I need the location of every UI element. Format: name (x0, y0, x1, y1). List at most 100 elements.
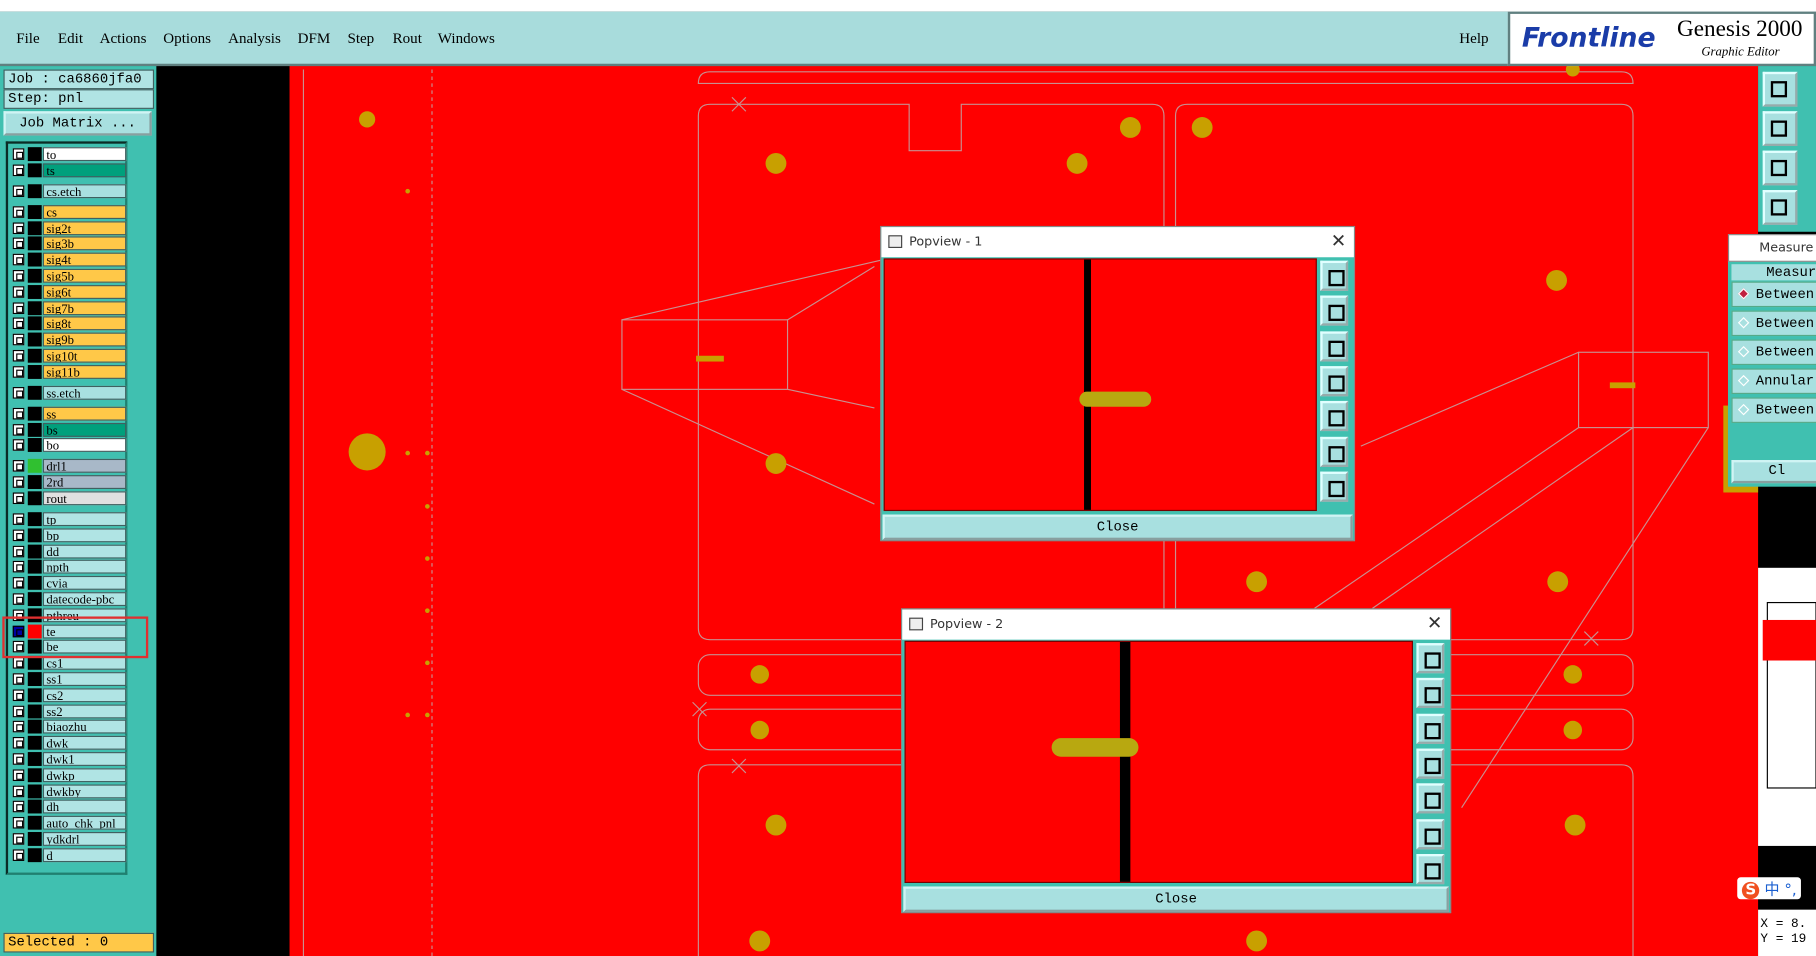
layer-name[interactable]: ydkdrl (42, 832, 127, 846)
layer-row[interactable]: datecode-pbc (8, 592, 127, 607)
layer-row[interactable]: cs.etch (8, 184, 127, 198)
layer-checkbox[interactable] (12, 721, 25, 733)
layer-row[interactable]: ss (8, 406, 127, 421)
layer-name[interactable]: dd (42, 544, 127, 559)
layer-checkbox[interactable] (12, 253, 25, 266)
layer-name[interactable]: sig2t (42, 220, 127, 235)
measure-option[interactable]: Between (1731, 310, 1816, 337)
layer-checkbox[interactable] (12, 439, 25, 452)
layer-name[interactable]: auto_chk_pnl (42, 816, 127, 830)
layer-checkbox[interactable] (12, 222, 25, 234)
layer-name[interactable]: ts (42, 163, 127, 178)
layer-name[interactable]: datecode-pbc (42, 592, 127, 607)
measure-option[interactable]: Annular (1731, 368, 1816, 394)
menu-item[interactable]: Rout (392, 28, 422, 47)
layer-row[interactable]: biaozhu (8, 720, 127, 734)
popview-tool[interactable] (1416, 713, 1445, 744)
layer-name[interactable]: sig4t (42, 252, 127, 267)
layer-name[interactable]: ss.etch (42, 385, 127, 400)
layer-row[interactable]: sig9b (8, 332, 127, 347)
layer-name[interactable]: be (42, 640, 127, 655)
layer-row[interactable]: sig5b (8, 268, 127, 283)
popview-tool[interactable] (1320, 295, 1349, 326)
layer-row[interactable]: be (8, 640, 127, 655)
layer-name[interactable]: te (42, 624, 127, 639)
tool-button[interactable] (1762, 150, 1798, 186)
layer-name[interactable]: d (42, 847, 127, 862)
layer-row[interactable]: dh (8, 800, 127, 814)
menu-item[interactable]: Windows (437, 28, 495, 47)
layer-row[interactable]: dwkp (8, 768, 127, 782)
layer-name[interactable]: sig11b (42, 364, 127, 379)
popview-close[interactable]: Close (903, 886, 1449, 912)
layer-row[interactable]: drl1 (8, 459, 127, 474)
layer-name[interactable]: rout (42, 491, 127, 506)
layer-row[interactable]: ydkdrl (8, 832, 127, 846)
layer-row[interactable]: auto_chk_pnl (8, 816, 127, 830)
layer-name[interactable]: sig9b (42, 332, 127, 347)
layer-row[interactable]: npth (8, 560, 127, 575)
popview-tool[interactable] (1320, 401, 1349, 432)
layer-checkbox[interactable] (12, 529, 25, 541)
layer-row[interactable]: rout (8, 491, 127, 506)
layer-name[interactable]: ss (42, 406, 127, 421)
layer-checkbox[interactable] (12, 641, 25, 653)
popview-tool[interactable] (1320, 436, 1349, 467)
job-matrix-button[interactable]: Job Matrix ... (3, 111, 152, 136)
layer-row[interactable]: ss2 (8, 704, 127, 718)
measure-option[interactable]: Between (1731, 281, 1816, 308)
layer-checkbox[interactable] (12, 705, 25, 717)
layer-name[interactable]: sig7b (42, 300, 127, 315)
layer-row[interactable]: tp (8, 512, 127, 527)
measure-option[interactable]: Between (1731, 397, 1816, 423)
layer-row[interactable]: dwk (8, 736, 127, 750)
layer-checkbox[interactable] (12, 801, 25, 813)
layer-name[interactable]: dwkby (42, 784, 127, 798)
menu-item[interactable]: Analysis (228, 28, 281, 47)
layer-row[interactable]: bo (8, 438, 127, 453)
popview-tool[interactable] (1416, 643, 1445, 674)
tool-button[interactable] (1762, 111, 1798, 147)
popview-tool[interactable] (1320, 471, 1349, 502)
popview-x[interactable]: ✕ (1330, 229, 1347, 252)
layer-checkbox[interactable] (12, 349, 25, 362)
layer-row[interactable]: d (8, 847, 127, 862)
layer-row[interactable]: sig6t (8, 284, 127, 299)
layer-row[interactable]: sig4t (8, 252, 127, 267)
layer-checkbox[interactable] (12, 513, 25, 525)
popview-tool[interactable] (1416, 783, 1445, 814)
layer-name[interactable]: ss1 (42, 672, 127, 687)
layer-row[interactable]: dwk1 (8, 752, 127, 766)
layer-name[interactable]: cs2 (42, 688, 127, 702)
popview-close[interactable]: Close (882, 514, 1353, 540)
layer-checkbox[interactable] (12, 593, 25, 605)
layer-row[interactable]: ts (8, 163, 127, 178)
layer-row[interactable]: te (8, 624, 127, 639)
layer-checkbox[interactable] (12, 206, 25, 218)
layer-row[interactable]: bs (8, 422, 127, 437)
layer-name[interactable]: cs.etch (42, 184, 127, 198)
layer-name[interactable]: npth (42, 560, 127, 575)
layer-checkbox[interactable] (12, 386, 25, 399)
layer-row[interactable]: sig11b (8, 364, 127, 379)
layer-row[interactable]: ss.etch (8, 385, 127, 400)
popview-tool[interactable] (1416, 678, 1445, 709)
layer-name[interactable]: biaozhu (42, 720, 127, 734)
layer-name[interactable]: bs (42, 422, 127, 437)
layer-row[interactable]: dwkby (8, 784, 127, 798)
layer-checkbox[interactable] (12, 269, 25, 282)
menu-item[interactable]: File (16, 28, 40, 47)
layer-checkbox[interactable] (12, 737, 25, 749)
tool-button[interactable] (1762, 190, 1798, 225)
layer-checkbox[interactable] (12, 148, 25, 160)
layer-name[interactable]: cs (42, 204, 127, 219)
tool-button[interactable] (1762, 71, 1798, 107)
layer-row[interactable]: sig8t (8, 316, 127, 331)
layer-checkbox[interactable] (12, 492, 25, 505)
layer-checkbox[interactable] (12, 689, 25, 701)
layer-checkbox[interactable] (12, 317, 25, 330)
layer-name[interactable]: cvia (42, 576, 127, 591)
layer-checkbox[interactable] (12, 625, 25, 637)
layer-row[interactable]: sig10t (8, 348, 127, 363)
layer-row[interactable]: cs2 (8, 688, 127, 702)
